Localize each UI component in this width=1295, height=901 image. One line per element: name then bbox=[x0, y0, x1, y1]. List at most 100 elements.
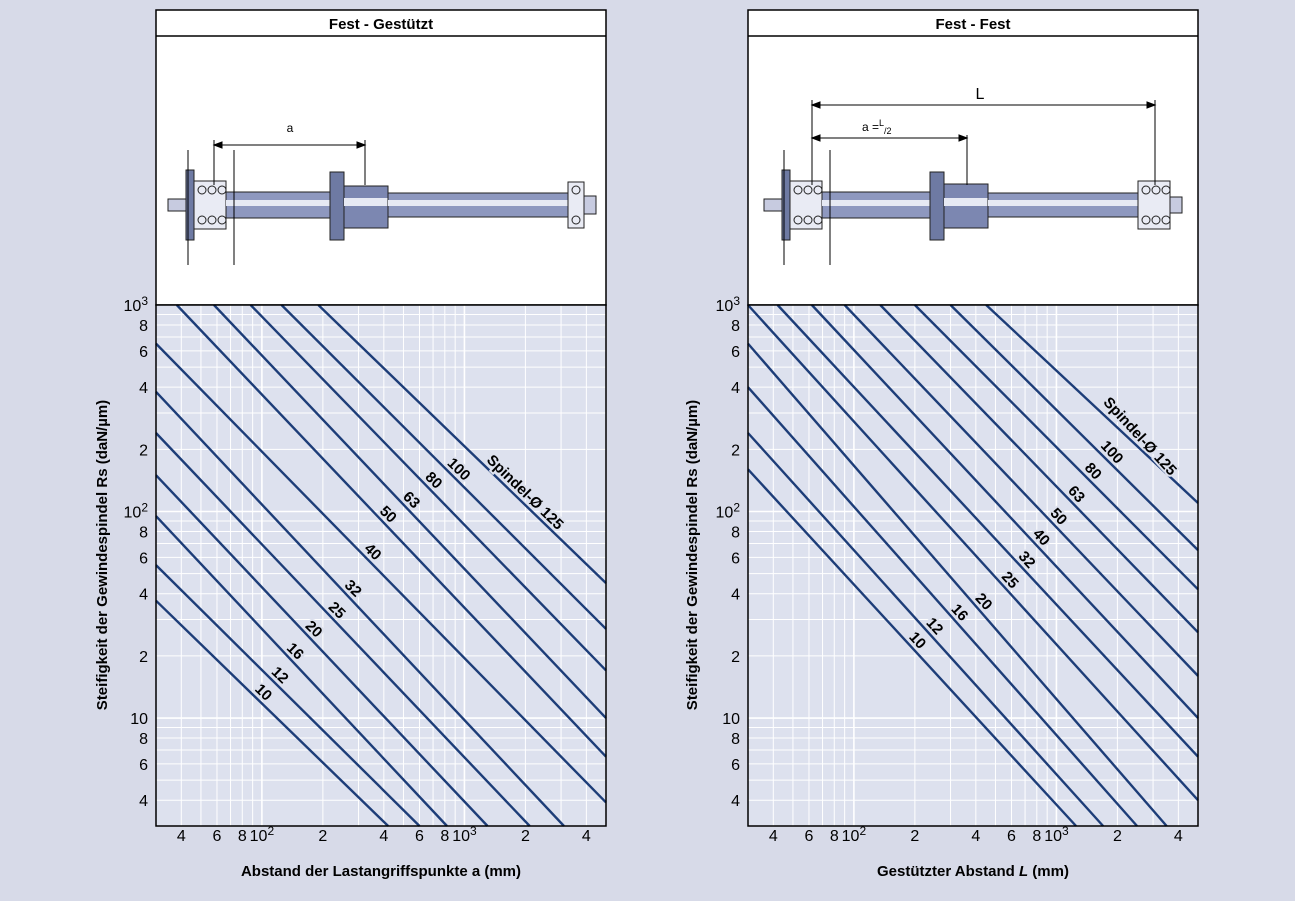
y-tick-label: 103 bbox=[124, 294, 149, 315]
series-line-80 bbox=[249, 304, 607, 672]
series-line-100 bbox=[280, 304, 607, 630]
nut-flange bbox=[329, 171, 345, 241]
series-line-10 bbox=[747, 468, 1077, 827]
shaft-end bbox=[583, 195, 597, 215]
x-tick-label: 4 bbox=[582, 828, 591, 845]
y-tick-label: 4 bbox=[731, 587, 740, 604]
x-tick-label: 2 bbox=[1113, 828, 1122, 845]
x-tick-label: 4 bbox=[177, 828, 186, 845]
x-tick-label: 103 bbox=[452, 824, 477, 845]
y-tick-label: 8 bbox=[139, 731, 148, 748]
y-tick-label: 4 bbox=[731, 380, 740, 397]
y-tick-label: 10 bbox=[722, 711, 740, 728]
y-tick-label: 2 bbox=[731, 442, 740, 459]
diagram-box bbox=[747, 9, 1199, 306]
series-line-50 bbox=[843, 304, 1199, 677]
dimension-lines bbox=[783, 100, 1157, 265]
plot-frame bbox=[155, 304, 607, 827]
series-line-12 bbox=[747, 432, 1104, 827]
flange bbox=[185, 169, 195, 241]
x-tick-label: 4 bbox=[971, 828, 980, 845]
series-line-16 bbox=[155, 515, 448, 827]
x-tick-label: 4 bbox=[379, 828, 388, 845]
series-line-10 bbox=[155, 599, 389, 827]
y-tick-label: 8 bbox=[731, 525, 740, 542]
y-tick-label: 6 bbox=[139, 344, 148, 361]
y-tick-label: 2 bbox=[139, 649, 148, 666]
y-axis-label: Steifigkeit der Gewindespindel Rs (daN/µ… bbox=[684, 400, 701, 710]
series-lines bbox=[747, 304, 1199, 827]
y-tick-label: 103 bbox=[716, 294, 741, 315]
x-axis-label: Abstand der Lastangriffspunkte a (mm) bbox=[241, 863, 521, 880]
x-axis-ticks: 4 6 8 102 2 4 6 8 103 2 4 bbox=[177, 824, 591, 845]
series-line-spindel-125 bbox=[317, 304, 607, 584]
series-lines bbox=[155, 304, 607, 827]
panel-title: Fest - Gestützt bbox=[329, 16, 433, 33]
xlabel-unit: (mm) bbox=[1028, 863, 1069, 880]
series-line-40 bbox=[810, 304, 1199, 719]
y-tick-label: 2 bbox=[139, 442, 148, 459]
xlabel-main: Gestützter Abstand bbox=[877, 863, 1019, 880]
x-tick-label: 102 bbox=[842, 824, 867, 845]
x-tick-label: 2 bbox=[910, 828, 919, 845]
y-tick-label: 8 bbox=[731, 731, 740, 748]
y-tick-label: 6 bbox=[731, 550, 740, 567]
series-line-63 bbox=[879, 304, 1199, 634]
flange bbox=[781, 169, 791, 241]
series-line-25 bbox=[747, 304, 1199, 802]
dimension-label-L: L bbox=[976, 86, 985, 103]
spindle-drawing bbox=[763, 169, 1183, 241]
nut-flange bbox=[929, 171, 945, 241]
series-line-spindel-125 bbox=[985, 304, 1199, 504]
x-tick-label: 2 bbox=[521, 828, 530, 845]
spindle-drawing bbox=[167, 169, 597, 241]
xlabel-italic: L bbox=[1019, 863, 1028, 880]
y-tick-label: 6 bbox=[731, 757, 740, 774]
plot-area bbox=[156, 305, 606, 826]
x-axis-ticks: 4 6 8 102 2 4 6 8 103 2 4 bbox=[769, 824, 1183, 845]
y-tick-label: 2 bbox=[731, 649, 740, 666]
x-axis-label: Gestützter Abstand L (mm) bbox=[877, 863, 1069, 880]
panel-fest-gestuetzt: Fest - Gestützt a bbox=[94, 9, 607, 880]
x-tick-label: 8 bbox=[830, 828, 839, 845]
series-line-20 bbox=[155, 474, 489, 827]
x-tick-label: 4 bbox=[769, 828, 778, 845]
y-tick-label: 8 bbox=[139, 318, 148, 335]
x-tick-label: 6 bbox=[1007, 828, 1016, 845]
y-tick-label: 6 bbox=[139, 550, 148, 567]
ball-nut bbox=[343, 185, 389, 229]
y-tick-label: 6 bbox=[731, 344, 740, 361]
plot-frame bbox=[747, 304, 1199, 827]
y-tick-label: 4 bbox=[731, 793, 740, 810]
y-tick-label: 102 bbox=[124, 501, 149, 522]
dimension-lines bbox=[187, 140, 367, 265]
dim-L-sup: L bbox=[879, 118, 884, 128]
shaft-end bbox=[763, 198, 785, 212]
series-line-100 bbox=[949, 304, 1199, 551]
x-tick-label: 103 bbox=[1044, 824, 1069, 845]
dim-half-sub: /2 bbox=[884, 126, 892, 136]
dimension-label-a: a =L/2 bbox=[862, 118, 892, 136]
series-line-50 bbox=[175, 304, 607, 758]
y-axis-ticks: 103 8 6 4 2 102 8 6 4 2 10 8 6 4 bbox=[124, 294, 149, 810]
y-tick-label: 4 bbox=[139, 380, 148, 397]
support-bearing bbox=[567, 181, 585, 229]
panel-title: Fest - Fest bbox=[935, 16, 1010, 33]
y-axis-label: Steifigkeit der Gewindespindel Rs (daN/µ… bbox=[94, 400, 111, 710]
y-tick-label: 102 bbox=[716, 501, 741, 522]
panel-fest-fest: Fest - Fest bbox=[684, 9, 1199, 880]
fixed-bearing bbox=[789, 180, 823, 230]
x-tick-label: 6 bbox=[213, 828, 222, 845]
x-tick-label: 8 bbox=[238, 828, 247, 845]
series-line-63 bbox=[213, 304, 607, 719]
shaft-end bbox=[167, 198, 189, 212]
dimension-label-a: a bbox=[287, 121, 294, 135]
diagram-box bbox=[155, 9, 607, 306]
y-tick-label: 10 bbox=[130, 711, 148, 728]
series-line-16 bbox=[747, 386, 1138, 827]
series-line-25 bbox=[155, 432, 531, 827]
y-tick-label: 8 bbox=[731, 318, 740, 335]
dim-a-text: a = bbox=[862, 120, 879, 134]
y-tick-label: 8 bbox=[139, 525, 148, 542]
